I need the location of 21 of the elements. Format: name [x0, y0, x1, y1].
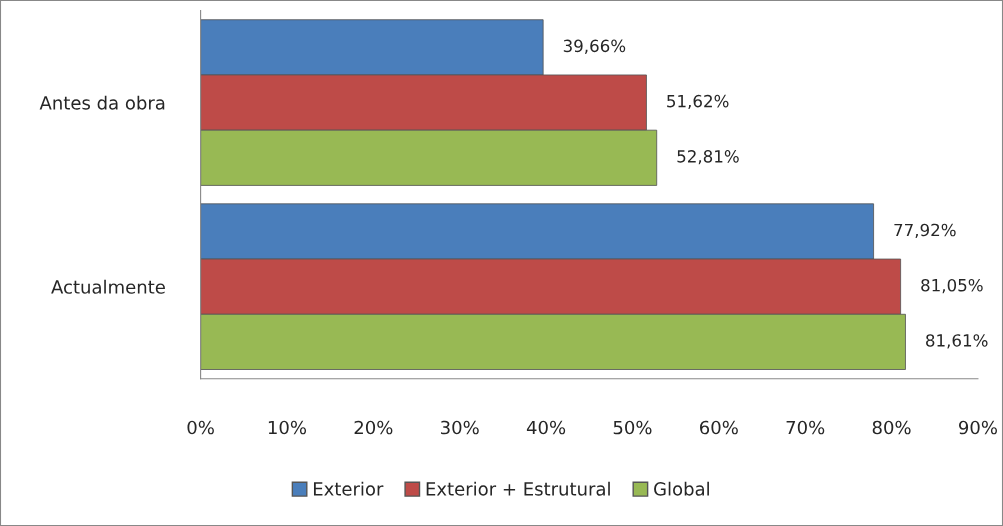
y-tick-label: Antes da obra: [39, 95, 165, 110]
x-tick-label: 10%: [268, 420, 307, 435]
x-tick-label: 40%: [526, 420, 566, 435]
x-tick-label: 0%: [187, 420, 214, 435]
legend-label: Global: [654, 481, 709, 496]
x-tick-label: 80%: [872, 420, 911, 435]
x-tick-label: 20%: [354, 420, 393, 435]
data-label: 52,81%: [677, 150, 739, 165]
x-tick-label: 30%: [441, 420, 479, 435]
data-label: 39,66%: [563, 39, 626, 54]
legend-label: Exterior: [313, 481, 384, 496]
x-tick-label: 90%: [959, 420, 997, 435]
data-label: 77,92%: [894, 223, 956, 238]
x-tick-label: 50%: [613, 420, 652, 435]
data-label: 81,61%: [926, 334, 988, 349]
legend-label: Exterior + Estrutural: [426, 481, 610, 496]
data-label: 51,62%: [667, 94, 729, 110]
x-tick-label: 60%: [700, 420, 738, 435]
x-tick-label: 70%: [786, 420, 825, 435]
y-tick-label: Actualmente: [51, 279, 165, 294]
data-label: 81,05%: [921, 278, 983, 294]
